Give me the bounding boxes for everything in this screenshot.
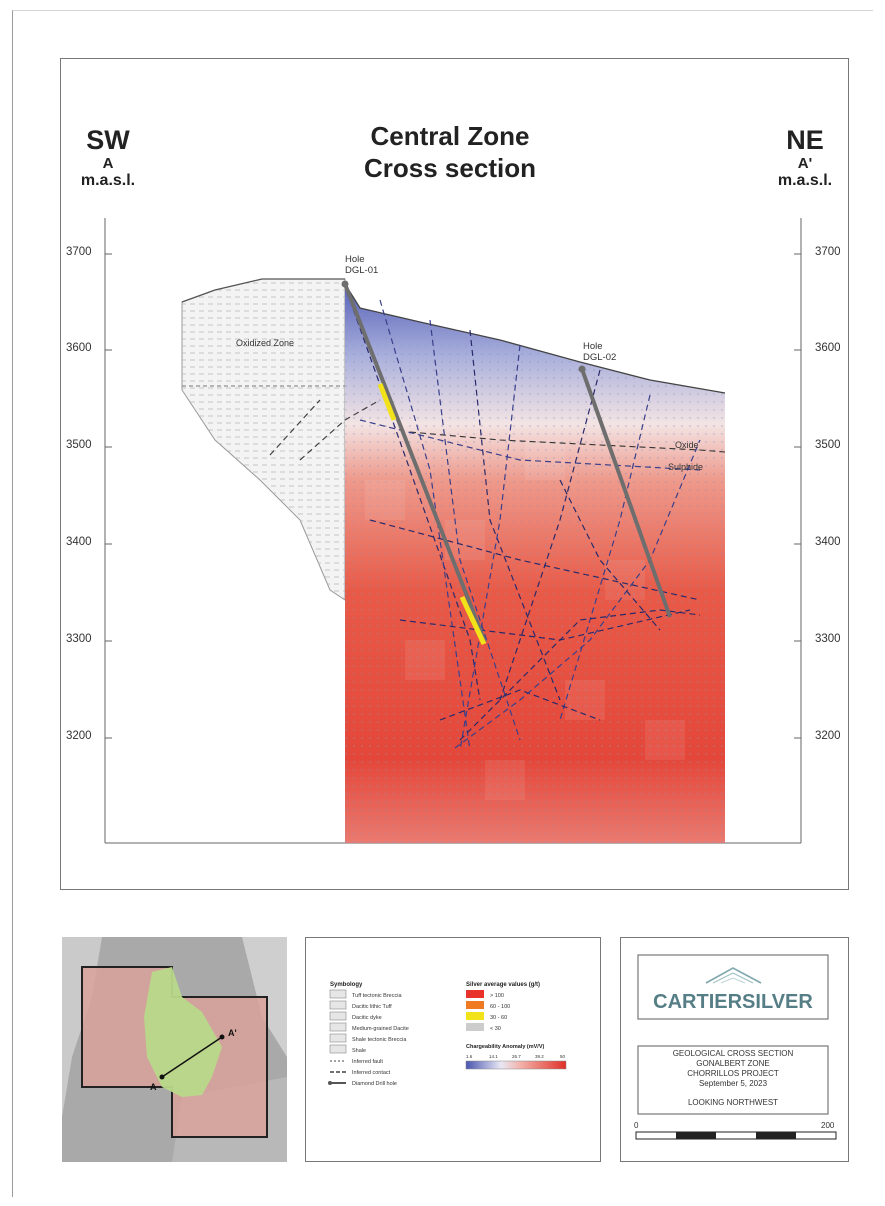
line-legend-label: Inferred contact [352, 1070, 391, 1076]
elevation-label-left: 3200 [66, 730, 92, 742]
inset-point-a-prime: A' [228, 1028, 237, 1038]
map-sheet [12, 10, 873, 1197]
oxidized-zone-label: Oxidized Zone [236, 338, 294, 348]
logo-text: CARTIERSILVER [653, 991, 813, 1013]
title-block-graphic: CARTIERSILVER GEOLOGICAL CROSS SECTION G… [634, 954, 837, 1140]
elevation-label-right: 3500 [815, 439, 841, 451]
title-line: CHORRILLOS PROJECT [687, 1069, 779, 1078]
elevation-label-right: 3200 [815, 730, 841, 742]
oxidized-zone-pattern [182, 279, 345, 600]
elevation-label-left: 3500 [66, 439, 92, 451]
left-direction: SW [86, 125, 130, 155]
drill-hole-dgl-02 [580, 368, 672, 618]
symbology-title: Symbology [330, 982, 363, 988]
chargeability-tick: 26.7 [512, 1054, 521, 1059]
logo-frame [637, 954, 829, 1020]
left-section-label: A [102, 155, 114, 172]
lithology-label: Dacitic dyke [352, 1015, 382, 1021]
left-header: SW A m.a.s.l. [68, 126, 148, 190]
chargeability-color-bar [465, 1060, 567, 1070]
elevation-label-right: 3700 [815, 246, 841, 258]
right-header: NE A' m.a.s.l. [765, 126, 845, 190]
oxide-sulphide-contact [409, 431, 726, 453]
elevation-label-left: 3700 [66, 246, 92, 258]
elevation-label-right: 3300 [815, 633, 841, 645]
collar-dgl-02 [578, 365, 586, 373]
silver-class-label: > 100 [490, 993, 504, 999]
elevation-label-right: 3600 [815, 342, 841, 354]
chargeability-title: Chargeability Anomaly (mV/V) [466, 1044, 545, 1050]
lithology-label: Shale tectonic Breccia [352, 1037, 407, 1043]
topography-west [181, 278, 345, 303]
inset-map-graphic: A A' [62, 937, 287, 1162]
drill-hole-dgl-01 [343, 283, 487, 643]
silver-class-label: < 30 [490, 1026, 501, 1032]
chargeability-tick: 14.1 [489, 1054, 498, 1059]
hole-label-dgl-02-line2: DGL-02 [583, 352, 616, 363]
elevation-label-left: 3600 [66, 342, 92, 354]
lithology-label: Medium-grained Dacite [352, 1026, 409, 1032]
axis-ticks [105, 253, 801, 739]
silver-class-label: 60 - 100 [490, 1004, 510, 1010]
elevation-label-left: 3400 [66, 536, 92, 548]
title-block: CARTIERSILVER GEOLOGICAL CROSS SECTION G… [620, 937, 849, 1162]
title-info-frame [637, 1045, 829, 1115]
scale-start-label: 0 [634, 1121, 639, 1130]
inset-point-a: A [150, 1082, 157, 1092]
left-units: m.a.s.l. [80, 172, 136, 189]
chargeability-tick: 1.6 [466, 1054, 473, 1059]
lithology-label: Shale [352, 1048, 366, 1054]
section-title: Central Zone Cross section [300, 120, 600, 184]
logo-mountain-icon [705, 967, 762, 984]
title-line: GONALBERT ZONE [696, 1059, 770, 1068]
line-legend-label: Inferred fault [352, 1059, 383, 1065]
elevation-label-left: 3300 [66, 633, 92, 645]
scale-end-label: 200 [821, 1121, 835, 1130]
right-section-label: A' [797, 155, 813, 172]
collar-dgl-01 [341, 280, 349, 288]
silver-values-title: Silver average values (g/t) [466, 982, 540, 988]
oxide-label: Oxide [675, 440, 699, 450]
title-line: GEOLOGICAL CROSS SECTION [673, 1049, 794, 1058]
lithology-label: Dacitic lithic Tuff [352, 1004, 392, 1010]
title-date: September 5, 2023 [699, 1079, 768, 1088]
grid-cells [365, 440, 685, 800]
location-inset-map: A A' [62, 937, 287, 1162]
right-direction: NE [786, 125, 824, 155]
chargeability-tick: 50 [560, 1054, 566, 1059]
lithology-label: Tuff tectonic Breccia [352, 993, 402, 999]
elevation-label-right: 3400 [815, 536, 841, 548]
title-line-1: Central Zone [370, 121, 530, 151]
cross-section-frame [60, 58, 849, 890]
chargeability-tick: 39.2 [535, 1054, 544, 1059]
silver-class-label: 30 - 60 [490, 1015, 507, 1021]
hole-label-dgl-01-line2: DGL-01 [345, 265, 378, 276]
legend-graphic: Symbology Tuff tectonic Breccia Dacitic … [328, 982, 567, 1087]
scale-bar [635, 1131, 837, 1140]
topography-east [344, 283, 726, 394]
hole-label-dgl-01-line1: Hole [345, 254, 365, 265]
right-units: m.a.s.l. [777, 172, 833, 189]
silver-interval-yellow [459, 595, 487, 646]
title-line-2: Cross section [364, 153, 536, 183]
legend-box: Symbology Tuff tectonic Breccia Dacitic … [305, 937, 601, 1162]
sulphide-label: Sulphide [668, 462, 703, 472]
inferred-faults [269, 299, 701, 751]
view-direction: LOOKING NORTHWEST [688, 1098, 778, 1107]
cross-section-diagram: Hole DGL-01 Hole DGL-02 Oxidized Zone Ox… [104, 218, 802, 844]
line-legend-label: Diamond Drill hole [352, 1081, 397, 1087]
hole-label-dgl-02-line1: Hole [583, 341, 603, 352]
silver-interval-yellow [377, 383, 397, 421]
